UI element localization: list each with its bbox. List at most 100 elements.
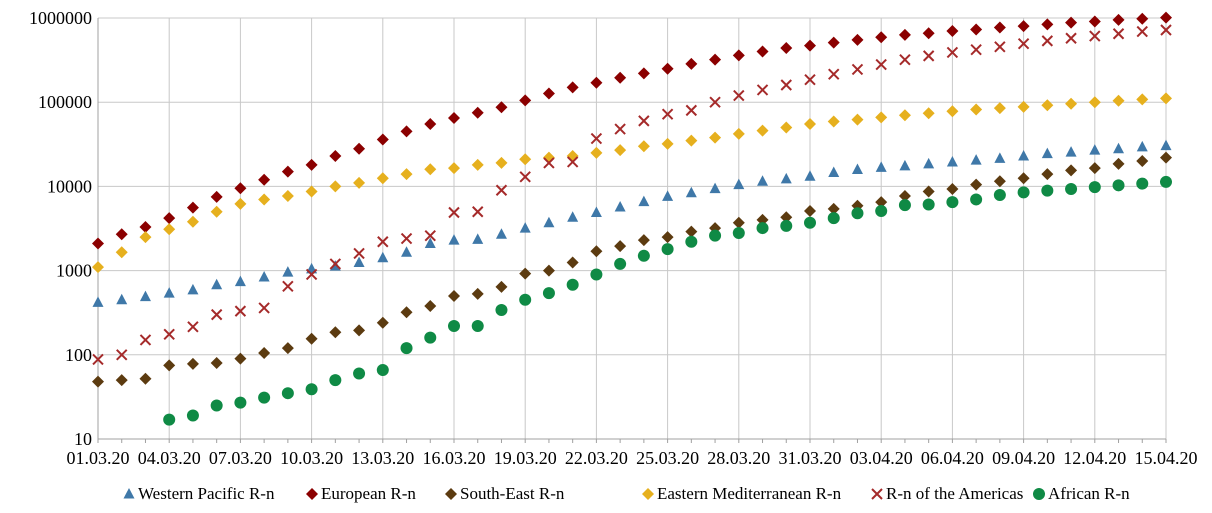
data-point	[210, 205, 223, 218]
data-point	[1017, 186, 1030, 199]
data-point	[685, 134, 698, 147]
data-point	[353, 142, 366, 155]
data-point	[448, 234, 460, 245]
data-point	[661, 62, 674, 75]
data-point	[543, 216, 555, 228]
data-point	[400, 168, 413, 181]
data-point	[400, 125, 413, 138]
data-point	[851, 207, 864, 220]
data-point	[234, 352, 247, 365]
data-point	[163, 223, 176, 236]
data-point	[186, 201, 199, 214]
data-point	[1065, 164, 1078, 177]
data-point	[163, 413, 176, 426]
data-point	[922, 27, 935, 40]
data-point	[353, 324, 366, 337]
data-point	[92, 375, 104, 388]
data-point	[305, 185, 318, 198]
data-point	[566, 81, 579, 94]
data-point	[1089, 144, 1101, 155]
data-point	[637, 67, 650, 80]
data-point	[946, 155, 958, 167]
data-point	[1160, 92, 1172, 105]
data-point	[1136, 12, 1149, 25]
data-point	[756, 45, 769, 58]
data-point	[804, 73, 816, 86]
data-point	[186, 215, 199, 228]
data-point	[1065, 97, 1078, 110]
data-point	[851, 33, 864, 46]
data-point	[92, 237, 104, 250]
data-point	[946, 183, 959, 196]
data-point	[590, 146, 603, 159]
series-1	[92, 11, 1172, 250]
data-point	[614, 200, 626, 212]
data-point	[567, 211, 579, 222]
data-point	[163, 212, 176, 225]
data-point	[329, 258, 342, 270]
data-point	[1113, 142, 1125, 154]
data-point	[1017, 172, 1030, 185]
data-point	[614, 257, 627, 270]
data-point	[163, 328, 175, 341]
data-point	[780, 211, 793, 224]
y-tick-label: 100	[65, 345, 92, 365]
data-point	[471, 106, 484, 119]
y-tick-label: 10	[74, 429, 92, 449]
data-point	[614, 71, 627, 84]
legend-label: European R-n	[321, 484, 416, 503]
legend-entry: South-East R-n	[445, 484, 565, 503]
data-point	[851, 113, 864, 126]
data-point	[519, 94, 532, 107]
data-point	[661, 137, 674, 150]
data-point	[258, 391, 271, 404]
x-tick-label: 09.04.20	[992, 448, 1055, 468]
x-tick-label: 12.04.20	[1063, 448, 1126, 468]
data-point	[1136, 25, 1148, 38]
data-point	[993, 175, 1006, 188]
legend-marker	[123, 488, 135, 499]
legend-entry: European R-n	[306, 484, 416, 503]
data-point	[1041, 168, 1054, 181]
legend-marker	[1033, 488, 1045, 500]
data-point	[472, 206, 484, 218]
data-point	[542, 87, 555, 100]
data-point	[1112, 13, 1125, 26]
series-4	[92, 24, 1172, 366]
data-point	[1088, 15, 1101, 28]
data-point	[662, 190, 674, 201]
data-point	[258, 173, 271, 186]
data-point	[828, 68, 840, 80]
legend-marker	[871, 488, 883, 500]
data-point	[1160, 139, 1172, 151]
legend-entry: R-n of the Americas	[871, 484, 1023, 503]
data-point	[875, 161, 887, 172]
data-series	[92, 11, 1172, 426]
data-point	[875, 31, 888, 44]
data-point	[234, 305, 247, 317]
data-point	[258, 347, 271, 360]
data-point	[993, 102, 1006, 115]
data-point	[210, 356, 223, 369]
data-point	[970, 154, 982, 165]
data-point	[1065, 183, 1078, 196]
x-tick-label: 03.04.20	[850, 448, 913, 468]
data-point	[495, 280, 508, 293]
data-point	[709, 131, 722, 144]
data-point	[1065, 146, 1077, 157]
data-point	[1041, 18, 1054, 31]
data-point	[543, 157, 555, 169]
data-point	[305, 332, 318, 345]
x-axis-tick-labels: 01.03.20 04.03.20 07.03.20 10.03.20 13.03.20…	[67, 448, 1198, 468]
data-point	[614, 123, 626, 135]
legend-marker	[306, 488, 318, 500]
data-point	[424, 163, 437, 176]
data-point	[448, 289, 460, 302]
data-point	[661, 231, 674, 244]
data-point	[709, 53, 722, 66]
data-point	[898, 28, 911, 41]
legend: Western Pacific R-n European R-n South-Eas…	[123, 484, 1130, 503]
data-point	[661, 243, 674, 256]
data-point	[234, 275, 246, 287]
x-tick-label: 28.03.20	[707, 448, 770, 468]
